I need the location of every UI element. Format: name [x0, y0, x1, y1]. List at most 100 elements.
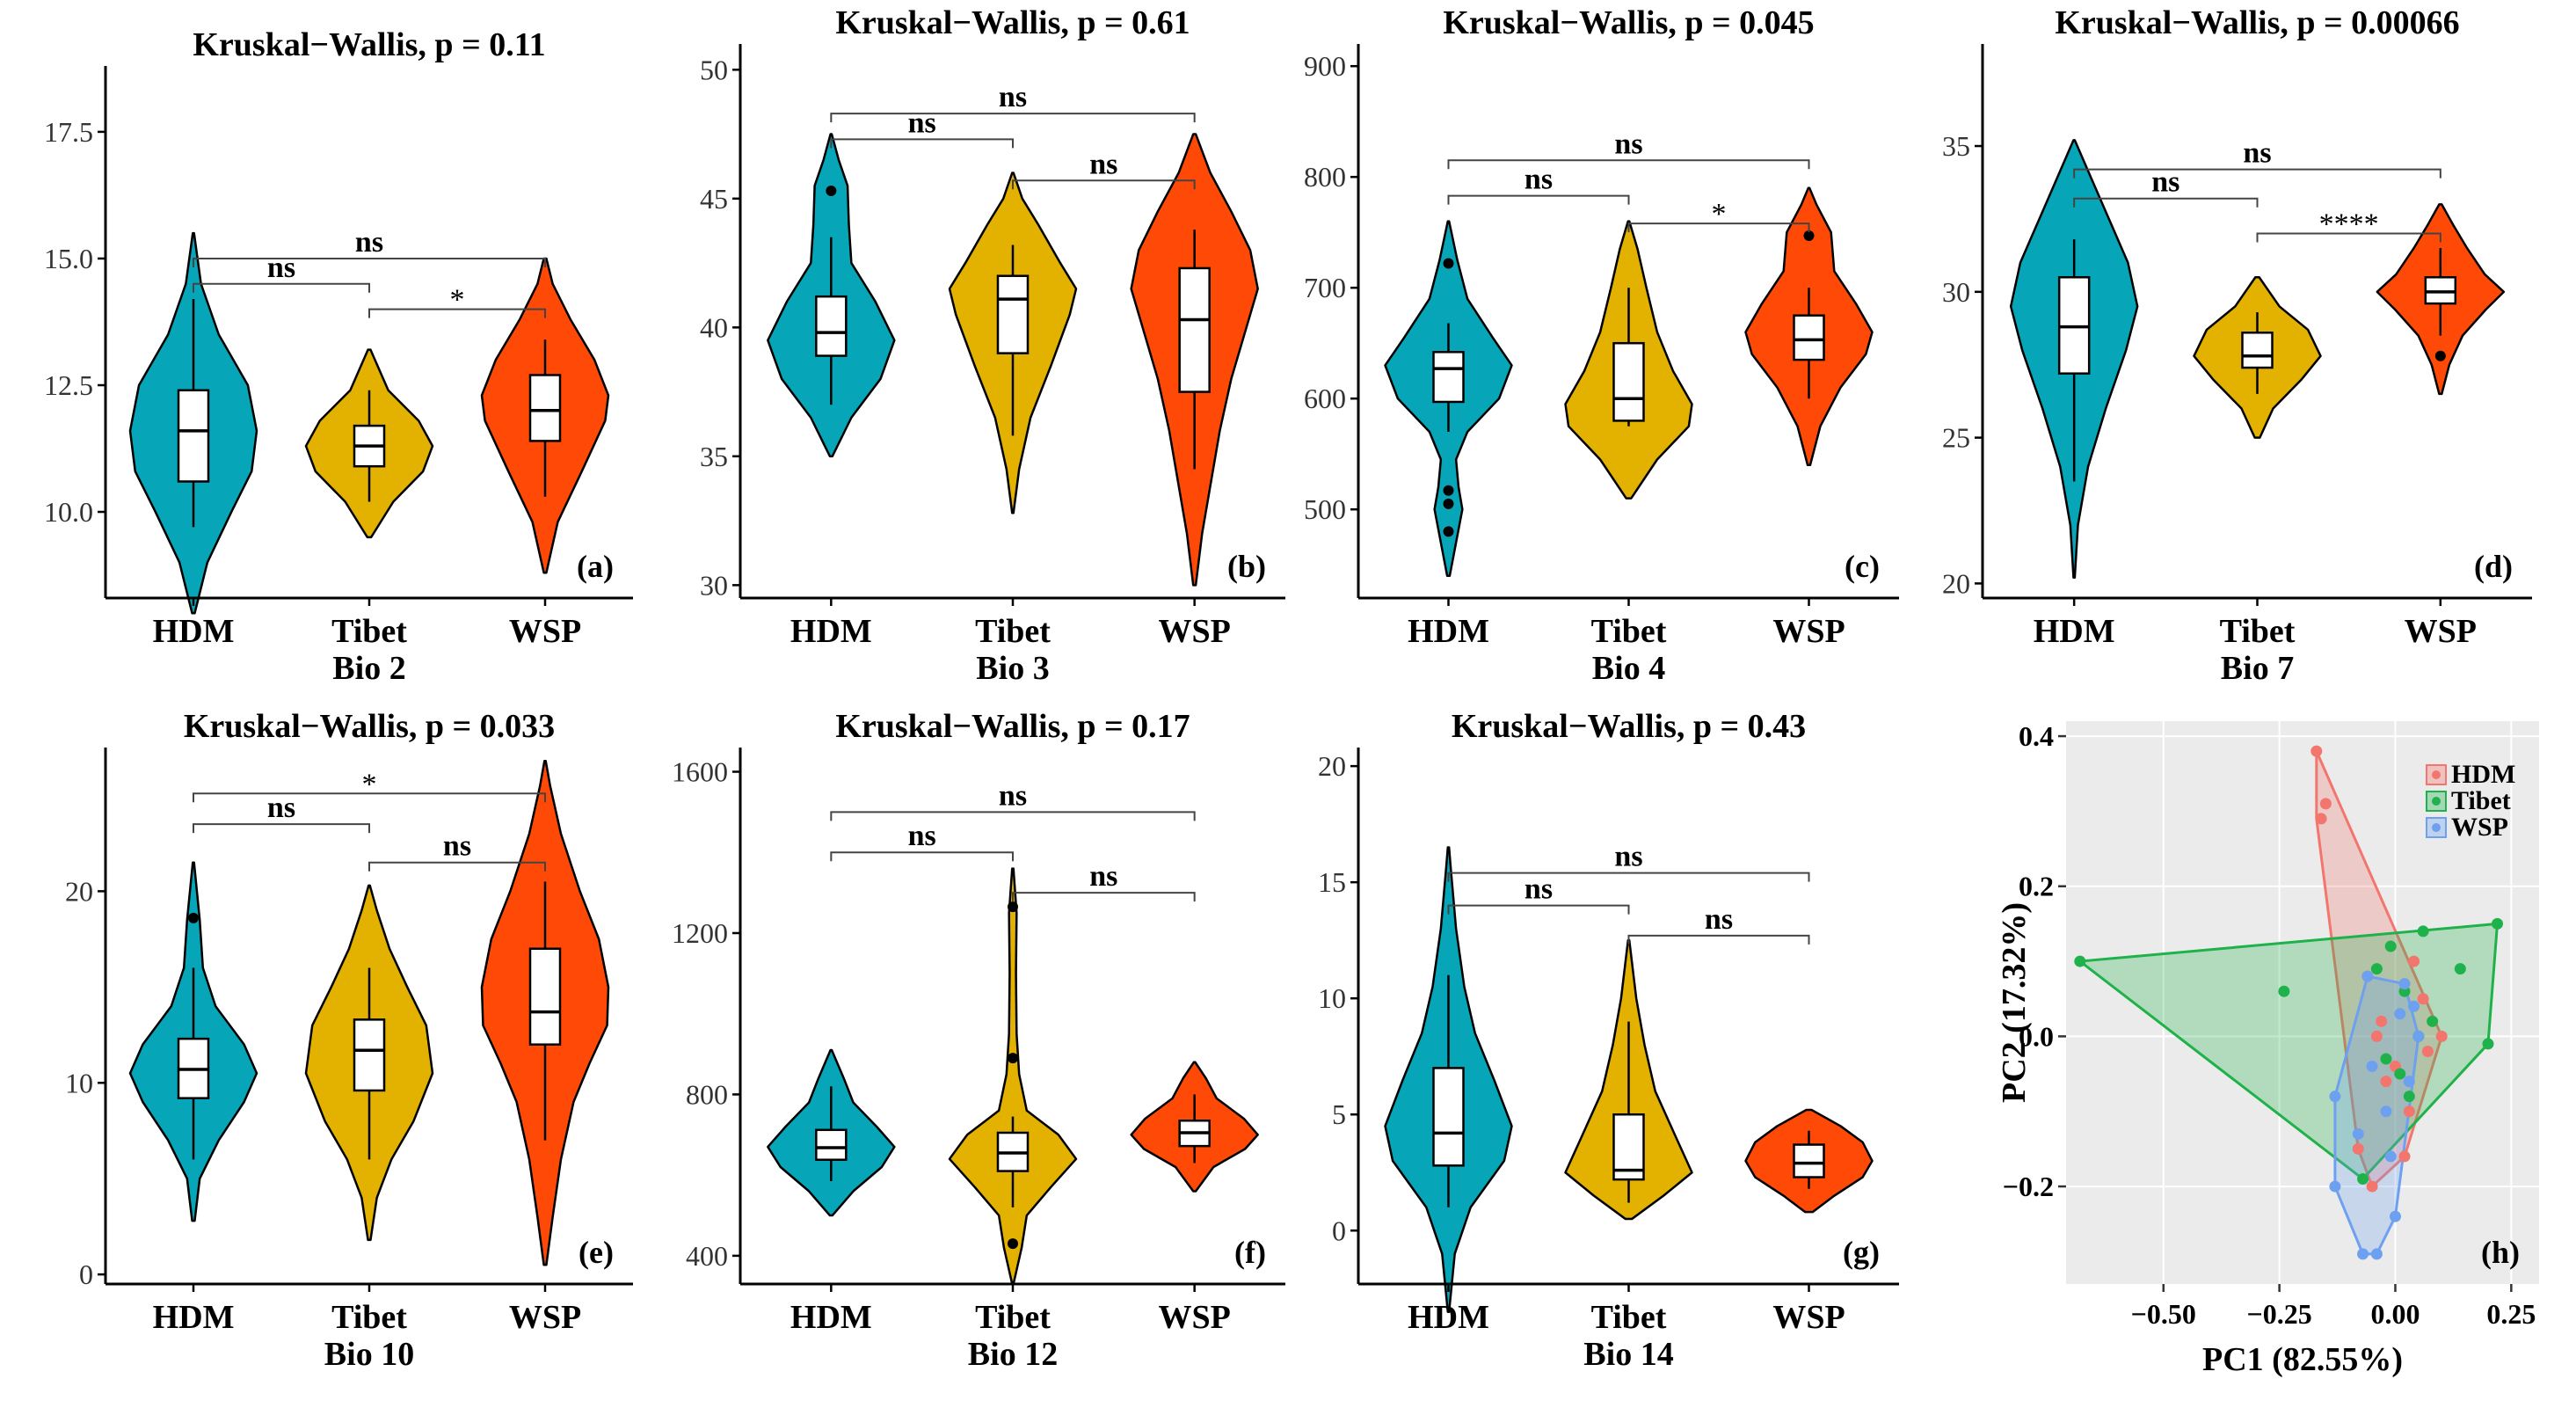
y-tick-label: 1600: [672, 756, 728, 788]
y-tick-label: 17.5: [44, 116, 93, 148]
point-wsp: [2408, 1000, 2420, 1012]
y-tick-label: 35: [1942, 130, 1970, 162]
significance-bracket: [193, 257, 546, 267]
outlier-point: [188, 912, 199, 923]
outlier-point: [1008, 1053, 1018, 1064]
point-wsp: [2361, 970, 2374, 982]
significance-label: ****: [2319, 208, 2379, 241]
point-wsp: [2357, 1248, 2369, 1260]
significance-label: ns: [1089, 860, 1117, 893]
significance-bracket: [193, 823, 370, 834]
significance-label: ns: [908, 106, 936, 139]
box-iqr: [353, 1018, 386, 1092]
significance-bracket: [193, 792, 546, 803]
x-tick-label: HDM: [1408, 1299, 1489, 1336]
outlier-point: [2434, 350, 2446, 361]
box-iqr: [2241, 332, 2274, 369]
point-tibet: [2417, 925, 2429, 937]
x-axis-title: PC1 (82.55%): [2202, 1341, 2403, 1378]
y-tick-label: 0.4: [2019, 720, 2054, 752]
x-axis-title: Bio 10: [324, 1336, 414, 1373]
y-tick-label: 15: [1318, 866, 1346, 898]
x-axis-title: Bio 14: [1583, 1336, 1673, 1373]
y-tick-label: 10: [1318, 982, 1346, 1014]
point-hdm: [2421, 1045, 2434, 1057]
x-tick-label: −0.50: [2131, 1298, 2196, 1330]
y-tick-label: 1200: [672, 917, 728, 949]
panel-title: Kruskal−Wallis, p = 0.11: [193, 26, 545, 63]
point-wsp: [2329, 1180, 2341, 1193]
significance-bracket: [2256, 232, 2441, 243]
x-axis-title: Bio 4: [1592, 650, 1665, 687]
y-tick-label: 0: [1332, 1215, 1346, 1246]
box-iqr: [1793, 314, 1825, 361]
outlier-point: [1443, 485, 1454, 496]
significance-bracket: [830, 113, 1196, 123]
y-tick-label: 30: [1942, 276, 1970, 308]
x-tick-label: Tibet: [331, 1299, 407, 1336]
significance-bracket: [2073, 197, 2259, 208]
significance-bracket: [1447, 872, 1810, 882]
y-tick-label: 800: [686, 1078, 728, 1110]
x-tick-label: HDM: [153, 1299, 235, 1336]
box-iqr: [1612, 1113, 1645, 1181]
x-tick-label: 0.25: [2486, 1298, 2536, 1330]
legend-dot: [2432, 823, 2441, 832]
y-tick-label: 400: [686, 1240, 728, 1272]
y-tick-label: −0.2: [2003, 1171, 2054, 1202]
y-tick-label: 10: [65, 1067, 93, 1098]
point-tibet: [2454, 963, 2466, 975]
significance-bracket: [2073, 168, 2441, 179]
panel-b-bio3-violin: Kruskal−Wallis, p = 0.61 ns ns ns 30 35 40 45 50…: [700, 4, 1285, 687]
y-tick-label: 20: [65, 875, 93, 907]
significance-label: ns: [999, 81, 1027, 113]
y-tick-label: 15.0: [44, 243, 93, 274]
point-tibet: [2278, 985, 2290, 997]
outlier-point: [1008, 1238, 1018, 1250]
box-iqr: [528, 374, 562, 442]
significance-bracket: [1012, 892, 1196, 902]
panel-title: Kruskal−Wallis, p = 0.033: [184, 708, 555, 745]
x-tick-label: WSP: [509, 1299, 581, 1336]
outlier-point: [1803, 230, 1815, 241]
y-tick-label: 800: [1304, 161, 1346, 193]
box-iqr: [1178, 266, 1211, 393]
significance-label: ns: [267, 252, 295, 284]
outlier-point: [1443, 526, 1454, 537]
y-tick-label: 50: [700, 54, 728, 85]
point-hdm: [2408, 955, 2420, 967]
x-tick-label: WSP: [2405, 613, 2477, 650]
point-wsp: [2394, 1008, 2406, 1020]
significance-label: *: [362, 768, 377, 800]
significance-label: ns: [2243, 137, 2271, 170]
significance-label: ns: [1524, 873, 1553, 906]
point-wsp: [2389, 1210, 2401, 1222]
significance-bracket: [1627, 934, 1810, 945]
panel-tag: (a): [577, 549, 614, 584]
box-iqr: [1793, 1143, 1825, 1178]
y-axis-title: PC2 (17.32%): [1996, 902, 2033, 1103]
panel-tag: (g): [1843, 1235, 1880, 1270]
point-tibet: [2482, 1038, 2494, 1050]
panel-tag: (c): [1845, 549, 1880, 584]
significance-label: ns: [443, 830, 471, 863]
significance-bracket: [368, 308, 546, 318]
y-tick-label: 30: [700, 569, 728, 601]
point-wsp: [2403, 1076, 2415, 1088]
y-tick-label: 45: [700, 183, 728, 215]
x-tick-label: WSP: [509, 613, 581, 650]
y-tick-label: 10.0: [44, 496, 93, 528]
x-tick-label: WSP: [1158, 1299, 1230, 1336]
x-tick-label: Tibet: [1591, 613, 1667, 650]
legend-label: Tibet: [2451, 786, 2511, 815]
y-tick-label: 0.2: [2019, 871, 2054, 902]
y-tick-label: 20: [1318, 750, 1346, 782]
panel-f-bio12-violin: Kruskal−Wallis, p = 0.17 ns ns ns 400 800 1200…: [672, 708, 1285, 1373]
x-axis-title: Bio 12: [968, 1336, 1058, 1373]
x-tick-label: WSP: [1772, 613, 1845, 650]
y-tick-label: 40: [700, 311, 728, 343]
point-wsp: [2352, 1127, 2364, 1140]
panel-title: Kruskal−Wallis, p = 0.61: [835, 4, 1190, 41]
box-iqr: [996, 274, 1030, 354]
